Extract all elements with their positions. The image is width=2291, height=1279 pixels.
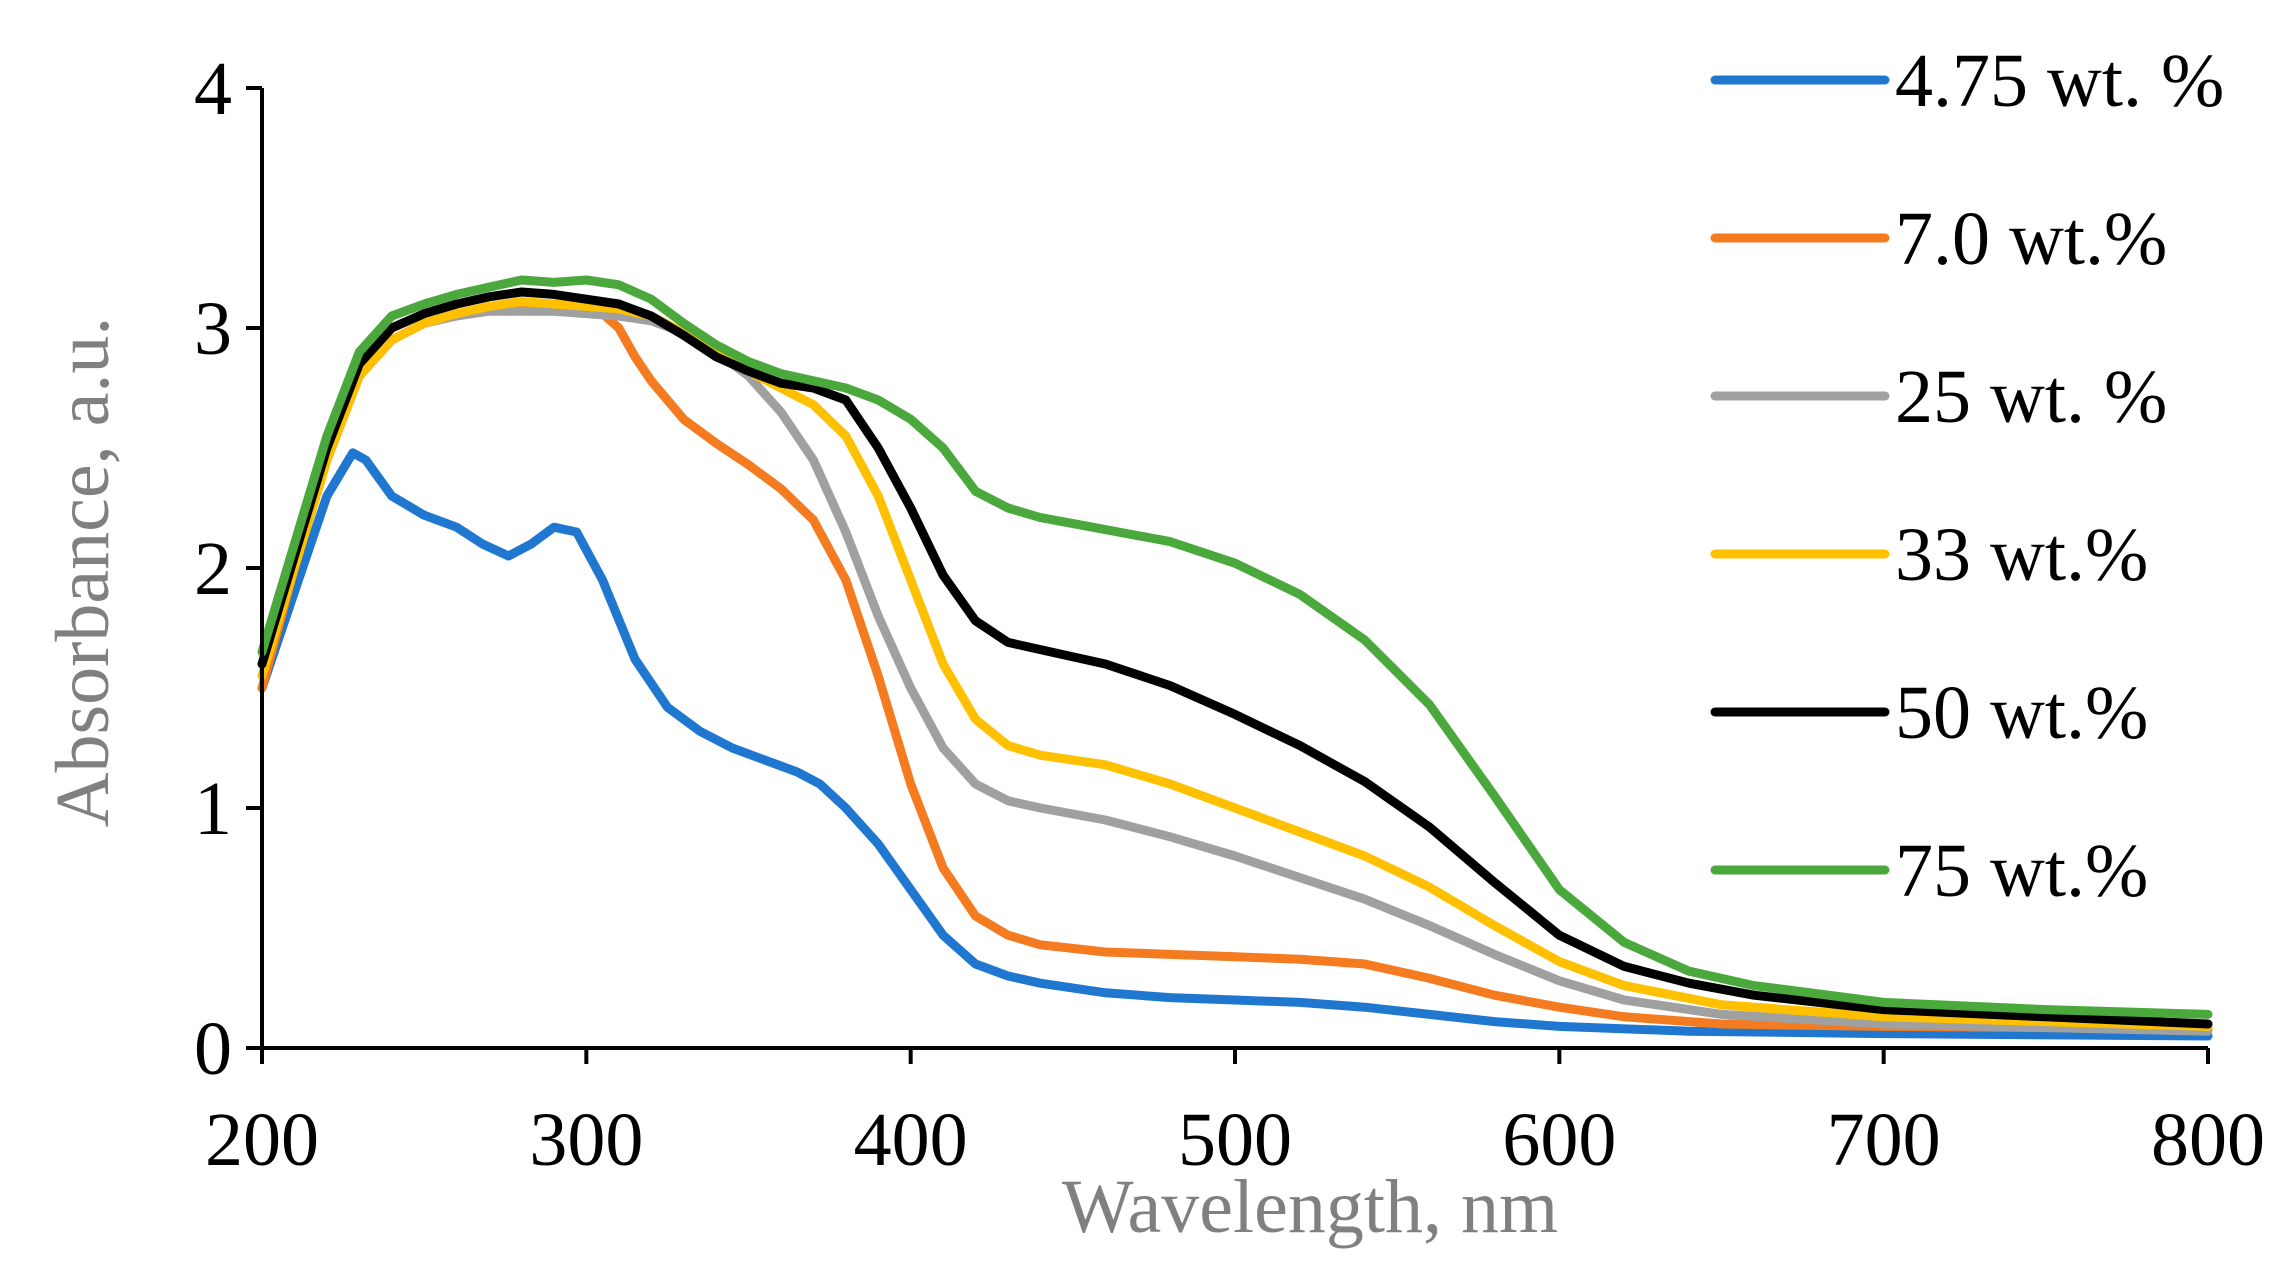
y-axis-title: Absorbance, a.u. — [41, 317, 125, 828]
legend-label: 25 wt. % — [1895, 355, 2167, 439]
x-axis-title: Wavelength, nm — [1062, 1165, 1558, 1249]
y-tick-label: 2 — [194, 527, 232, 611]
legend-item-25-wt: 25 wt. % — [1710, 355, 2167, 439]
x-tick-label: 700 — [1827, 1098, 1941, 1182]
series-line-4-75-wt — [257, 448, 2213, 1041]
x-tick-label: 800 — [2151, 1098, 2265, 1182]
ticks-layer: 200 300 400 500 600 700 800 0 1 2 3 4 — [194, 47, 2265, 1182]
legend-label: 33 wt.% — [1895, 513, 2148, 597]
legend-label: 50 wt.% — [1895, 671, 2148, 755]
legend-item-7-0-wt: 7.0 wt.% — [1710, 197, 2167, 281]
y-tick-label: 0 — [194, 1007, 232, 1091]
x-tick-label: 200 — [205, 1098, 319, 1182]
series-line-75-wt — [257, 275, 2213, 1019]
x-tick-label: 600 — [1502, 1098, 1616, 1182]
y-tick-label: 1 — [194, 767, 232, 851]
legend: 4.75 wt. % 7.0 wt.% 25 wt. % 33 wt.% 50 wt.%… — [1710, 39, 2224, 913]
y-tick-label: 4 — [194, 47, 232, 131]
legend-item-50-wt: 50 wt.% — [1710, 671, 2148, 755]
legend-item-75-wt: 75 wt.% — [1710, 829, 2148, 913]
legend-item-33-wt: 33 wt.% — [1710, 513, 2148, 597]
x-tick-label: 300 — [529, 1098, 643, 1182]
series-layer — [257, 275, 2213, 1041]
series-line-50-wt — [257, 287, 2213, 1029]
x-tick-label: 500 — [1178, 1098, 1292, 1182]
series-line-33-wt — [257, 297, 2213, 1031]
x-tick-label: 400 — [854, 1098, 968, 1182]
legend-label: 75 wt.% — [1895, 829, 2148, 913]
legend-label: 7.0 wt.% — [1895, 197, 2167, 281]
legend-item-4-75-wt: 4.75 wt. % — [1710, 39, 2224, 123]
legend-label: 4.75 wt. % — [1895, 39, 2224, 123]
y-tick-label: 3 — [194, 287, 232, 371]
